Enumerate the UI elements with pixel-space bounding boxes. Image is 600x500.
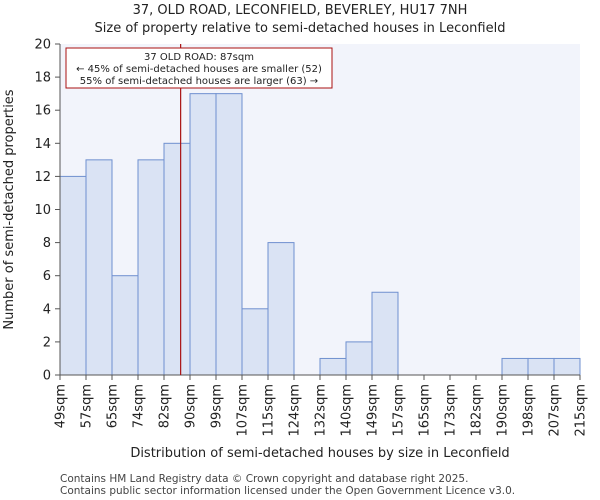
x-tick-label: 65sqm xyxy=(106,384,121,428)
annotation-line-2: ← 45% of semi-detached houses are smalle… xyxy=(76,64,322,75)
bar-90sqm xyxy=(189,93,217,376)
footer-licence: Contains public sector information licen… xyxy=(60,485,516,497)
x-tick-label: 124sqm xyxy=(288,384,303,437)
x-tick-label: 207sqm xyxy=(548,384,563,437)
x-tick-label: 190sqm xyxy=(496,384,511,437)
x-axis-label: Distribution of semi-detached houses by … xyxy=(130,446,509,461)
annotation-line-3: 55% of semi-detached houses are larger (… xyxy=(80,76,318,87)
bar-132sqm xyxy=(319,357,347,376)
bar-65sqm xyxy=(111,275,139,376)
bar-57sqm xyxy=(85,159,113,376)
x-tick-label: 107sqm xyxy=(236,384,251,437)
bar-74sqm xyxy=(137,159,165,376)
x-tick-label: 74sqm xyxy=(132,384,147,428)
y-tick-label: 20 xyxy=(34,38,51,53)
y-tick-label: 0 xyxy=(43,369,51,384)
y-tick-label: 16 xyxy=(34,104,51,119)
bar-149sqm xyxy=(371,291,399,376)
x-tick-label: 90sqm xyxy=(184,384,199,428)
y-tick-label: 18 xyxy=(34,71,51,86)
x-tick-label: 157sqm xyxy=(392,384,407,437)
bar-190sqm xyxy=(501,357,529,376)
chart-title: 37, OLD ROAD, LECONFIELD, BEVERLEY, HU17… xyxy=(132,3,468,18)
bar-115sqm xyxy=(267,242,295,376)
x-tick-label: 149sqm xyxy=(366,384,381,437)
bar-49sqm xyxy=(59,175,87,376)
x-tick-label: 82sqm xyxy=(158,384,173,428)
bar-198sqm xyxy=(527,357,555,376)
x-tick-label: 198sqm xyxy=(522,384,537,437)
x-tick-label: 49sqm xyxy=(54,384,69,428)
annotation-box xyxy=(65,47,333,89)
footer-copyright: Contains HM Land Registry data © Crown c… xyxy=(60,473,469,485)
bar-107sqm xyxy=(241,308,269,376)
x-tick-label: 182sqm xyxy=(470,384,485,437)
bar-99sqm xyxy=(215,93,243,376)
x-tick-label: 140sqm xyxy=(340,384,355,437)
x-tick-label: 115sqm xyxy=(262,384,277,437)
y-tick-label: 10 xyxy=(34,203,51,218)
y-tick-label: 4 xyxy=(43,302,51,317)
x-tick-label: 215sqm xyxy=(574,384,589,437)
histogram-chart: 0 2 4 6 8 10 12 14 16 18 20 49sqm 57sqm 65sqm 74sqm 82s… xyxy=(2,38,589,462)
chart-subtitle: Size of property relative to semi-detach… xyxy=(94,21,506,36)
bar-82sqm xyxy=(163,142,191,376)
x-tick-label: 165sqm xyxy=(418,384,433,437)
bar-207sqm xyxy=(553,357,581,376)
bar-140sqm xyxy=(345,341,373,376)
x-tick-label: 132sqm xyxy=(314,384,329,437)
y-tick-label: 12 xyxy=(34,170,51,185)
x-tick-label: 99sqm xyxy=(210,384,225,428)
y-tick-label: 14 xyxy=(34,137,51,152)
x-tick-label: 173sqm xyxy=(444,384,459,437)
y-axis-label: Number of semi-detached properties xyxy=(2,89,17,329)
x-tick-label: 57sqm xyxy=(80,384,95,428)
y-tick-label: 8 xyxy=(43,236,51,251)
annotation-line-1: 37 OLD ROAD: 87sqm xyxy=(144,52,254,63)
y-tick-label: 6 xyxy=(43,269,51,284)
y-tick-label: 2 xyxy=(43,335,51,350)
